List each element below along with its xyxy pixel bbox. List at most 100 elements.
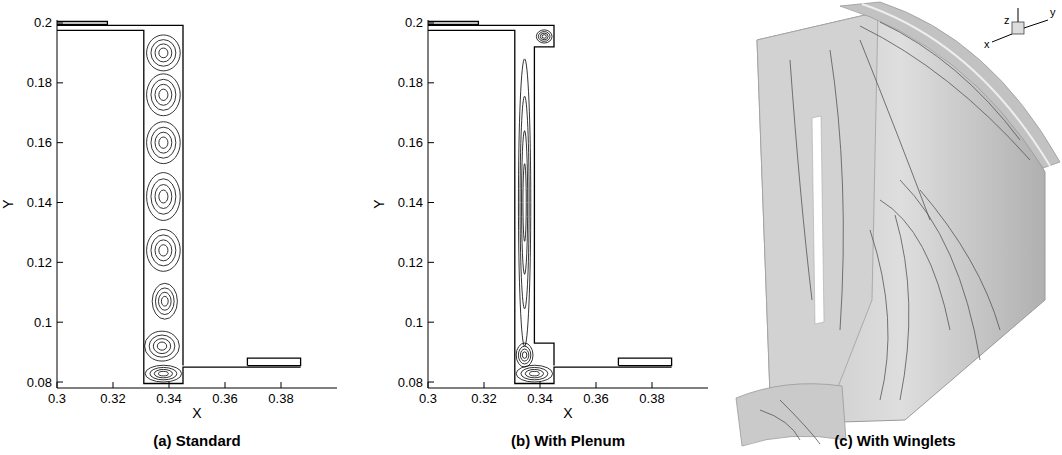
y-tick bbox=[57, 262, 63, 263]
panel: 0.30.320.340.360.380.080.10.120.140.160.… bbox=[0, 15, 337, 449]
triad-label: y bbox=[1050, 6, 1056, 18]
x-tick bbox=[652, 382, 653, 388]
x-tick-label: 0.38 bbox=[639, 391, 664, 406]
vortex-contour bbox=[518, 346, 530, 364]
streamline bbox=[860, 40, 930, 220]
streamline bbox=[880, 200, 950, 330]
y-tick-label: 0.14 bbox=[398, 195, 423, 210]
x-tick-label: 0.36 bbox=[583, 391, 608, 406]
streamline bbox=[920, 190, 1000, 330]
y-tick-label: 0.2 bbox=[34, 15, 52, 30]
vortex-contour bbox=[161, 296, 168, 306]
x-axis bbox=[57, 388, 337, 389]
vortex-contour bbox=[518, 59, 530, 346]
vortex-contour bbox=[525, 369, 543, 377]
y-tick bbox=[57, 22, 63, 23]
vortex-contour bbox=[159, 190, 168, 203]
x-tick-label: 0.36 bbox=[212, 391, 237, 406]
wall-outline bbox=[428, 25, 554, 365]
x-axis-title: X bbox=[563, 405, 573, 421]
wall-outline bbox=[57, 30, 301, 383]
wall-outline bbox=[247, 358, 300, 365]
vortex-contour bbox=[538, 32, 550, 42]
y-tick-label: 0.14 bbox=[27, 195, 52, 210]
y-axis-title: Y bbox=[371, 199, 387, 209]
wall-outline bbox=[57, 25, 183, 365]
panel-title: (a) Standard bbox=[153, 432, 241, 449]
y-tick bbox=[428, 202, 434, 203]
vortex-contour bbox=[151, 179, 176, 214]
y-axis-title: Y bbox=[0, 199, 16, 209]
streamline bbox=[900, 180, 980, 360]
x-tick-label: 0.34 bbox=[527, 391, 552, 406]
vortex-contour bbox=[155, 185, 172, 209]
x-tick bbox=[428, 382, 429, 388]
y-tick-label: 0.12 bbox=[398, 255, 423, 270]
y-tick-label: 0.12 bbox=[27, 255, 52, 270]
x-tick-label: 0.38 bbox=[268, 391, 293, 406]
wall-outline bbox=[618, 358, 671, 365]
x-tick bbox=[281, 382, 282, 388]
y-tick-label: 0.1 bbox=[405, 315, 423, 330]
x-tick bbox=[484, 382, 485, 388]
triad-label: x bbox=[984, 38, 990, 50]
y-tick bbox=[428, 82, 434, 83]
vortex-contour bbox=[155, 288, 174, 315]
streamline bbox=[790, 60, 812, 300]
vortex-contour bbox=[529, 371, 539, 376]
y-tick bbox=[428, 142, 434, 143]
slot bbox=[812, 116, 824, 324]
panel-title: (c) With Winglets bbox=[834, 432, 955, 449]
x-axis-title: X bbox=[192, 405, 202, 421]
panel: 0.30.320.340.360.380.080.10.120.140.160.… bbox=[371, 15, 708, 449]
streamline bbox=[870, 230, 888, 400]
y-tick-label: 0.18 bbox=[27, 75, 52, 90]
vortex-contour bbox=[155, 84, 172, 105]
vortex-contour bbox=[147, 173, 181, 221]
vortex-contour bbox=[159, 48, 168, 58]
y-tick-label: 0.08 bbox=[398, 375, 423, 390]
y-tick-label: 0.18 bbox=[398, 75, 423, 90]
vortex-contour bbox=[147, 35, 181, 71]
y-tick bbox=[428, 382, 434, 383]
vortex-contour bbox=[159, 245, 168, 256]
y-tick-label: 0.2 bbox=[405, 15, 423, 30]
y-tick bbox=[57, 142, 63, 143]
x-tick bbox=[169, 382, 170, 388]
y-tick bbox=[57, 202, 63, 203]
vortex-contour bbox=[540, 33, 548, 40]
figure: 0.30.320.340.360.380.080.10.120.140.160.… bbox=[0, 0, 1062, 455]
panel-title: (b) With Plenum bbox=[511, 432, 625, 449]
vortex-contour bbox=[145, 365, 181, 382]
y-tick bbox=[428, 262, 434, 263]
plot-area bbox=[428, 21, 672, 383]
y-tick-label: 0.1 bbox=[34, 315, 52, 330]
streamline bbox=[880, 22, 1020, 140]
triad-label: z bbox=[1004, 14, 1010, 26]
x-tick-label: 0.34 bbox=[156, 391, 181, 406]
x-tick bbox=[225, 382, 226, 388]
triad-axis bbox=[1018, 8, 1019, 22]
vortex-contour bbox=[520, 349, 528, 361]
vortex-contour bbox=[150, 367, 177, 379]
vortex-contour bbox=[159, 89, 168, 100]
x-tick bbox=[540, 382, 541, 388]
vortex-contour bbox=[522, 131, 528, 275]
y-tick bbox=[57, 82, 63, 83]
hub bbox=[736, 384, 846, 446]
vortex-contour bbox=[159, 137, 168, 148]
vortex-contour bbox=[154, 369, 172, 377]
vortex-contour bbox=[158, 371, 168, 376]
x-axis bbox=[428, 388, 708, 389]
vortex-contour bbox=[147, 229, 181, 271]
vortex-contour bbox=[153, 339, 170, 354]
streamline bbox=[830, 50, 843, 330]
vortex-contour bbox=[521, 367, 548, 379]
shroud-band bbox=[840, 2, 1060, 168]
x-tick bbox=[113, 382, 114, 388]
vortex-contour bbox=[157, 342, 166, 350]
x-tick-label: 0.3 bbox=[419, 391, 437, 406]
x-tick-label: 0.3 bbox=[48, 391, 66, 406]
vortex-contour bbox=[520, 96, 529, 309]
vortex-contour bbox=[151, 40, 176, 67]
